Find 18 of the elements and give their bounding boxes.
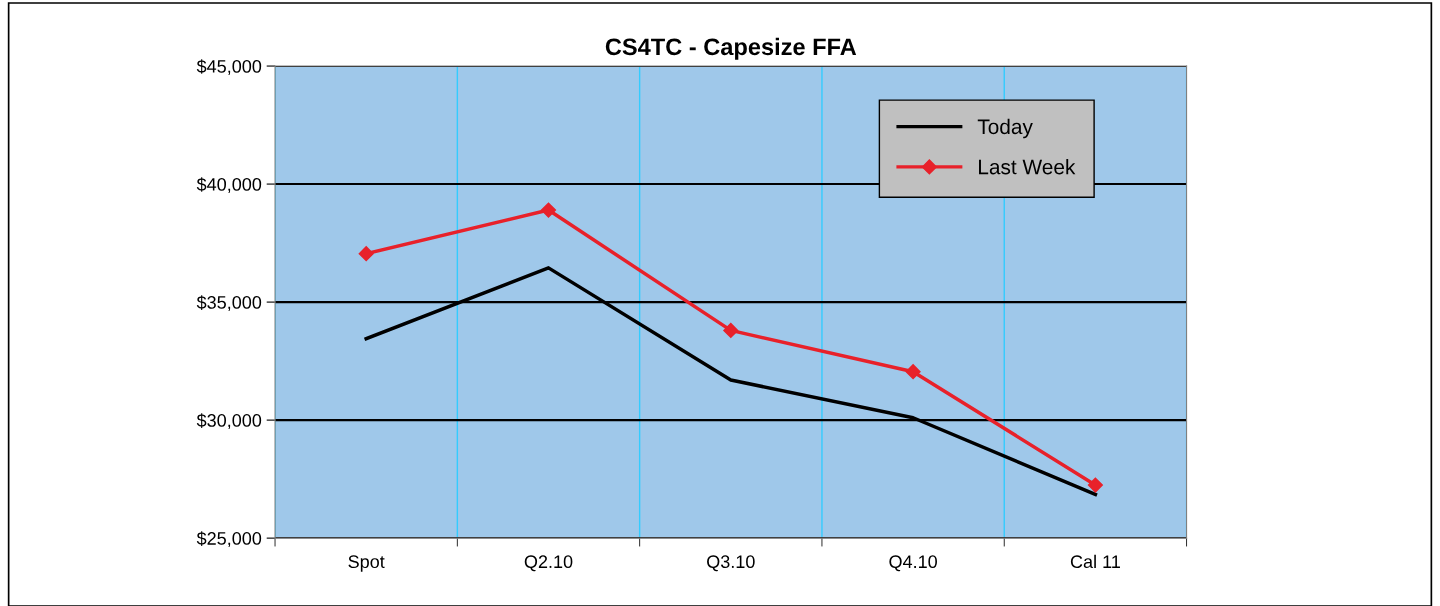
legend-label: Last Week [979,159,1076,175]
y-tick-label: $40,000 [196,177,262,193]
y-tick-label: $45,000 [196,59,262,75]
y-tick-label: $35,000 [196,295,262,311]
point [540,202,557,218]
x-tick-label: Spot [348,555,385,572]
point [358,246,374,262]
x-tick-label: Cal 11 [1070,554,1120,569]
y-tick-label: $25,000 [196,531,262,547]
y-tick-label: $30,000 [196,413,262,429]
x-tick-label: Q2.10 [524,555,573,572]
x-tick-label: Q4.10 [889,555,937,572]
chart-title: CS4TC - Capesize FFA [605,37,857,60]
x-tick-label: Q3.10 [707,555,755,572]
point [723,322,739,338]
point [1087,477,1103,493]
point [905,364,921,380]
legend-label: Today [977,118,1033,139]
